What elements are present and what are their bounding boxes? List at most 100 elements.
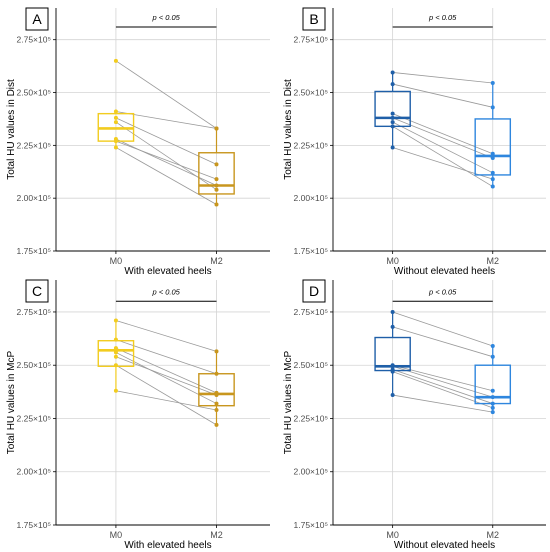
x-axis-title: With elevated heels bbox=[124, 540, 211, 551]
paired-line bbox=[392, 125, 493, 187]
x-tick-label: M0 bbox=[110, 256, 123, 266]
y-tick-label: 2.75×10⁵ bbox=[294, 307, 329, 317]
chart-panel-d: 1.75×10⁵ 2.00×10⁵ 2.25×10⁵ 2.50×10⁵ 2.75×10⁵… bbox=[283, 279, 546, 551]
data-point bbox=[490, 184, 495, 189]
data-point bbox=[214, 349, 219, 354]
panel-label-box bbox=[25, 279, 49, 303]
data-point bbox=[390, 393, 395, 398]
paired-line bbox=[115, 147, 217, 205]
data-point bbox=[390, 111, 395, 116]
data-point bbox=[490, 354, 495, 359]
data-point bbox=[113, 388, 118, 393]
y-tick-label: 2.50×10⁵ bbox=[17, 360, 52, 370]
data-point bbox=[113, 145, 118, 150]
panel-label-box bbox=[302, 279, 326, 303]
paired-line bbox=[115, 60, 217, 129]
y-tick-label: 1.75×10⁵ bbox=[17, 246, 52, 256]
x-tick-label: M0 bbox=[386, 530, 399, 540]
paired-line bbox=[392, 311, 493, 347]
data-point bbox=[214, 126, 219, 131]
y-axis-title: Total HU values in Dist bbox=[6, 79, 17, 180]
x-tick-label: M2 bbox=[210, 256, 223, 266]
data-point bbox=[214, 422, 219, 427]
paired-line bbox=[392, 365, 493, 398]
significance-label: p < 0.05 bbox=[152, 287, 181, 296]
paired-line bbox=[392, 117, 493, 159]
x-axis-title: With elevated heels bbox=[124, 266, 211, 277]
y-tick-label: 2.50×10⁵ bbox=[17, 88, 52, 98]
data-point bbox=[113, 115, 118, 120]
x-tick-label: M2 bbox=[486, 256, 499, 266]
data-point bbox=[214, 187, 219, 192]
x-tick-label: M2 bbox=[210, 530, 223, 540]
paired-line bbox=[392, 364, 493, 392]
paired-line bbox=[115, 339, 217, 375]
y-tick-label: 2.75×10⁵ bbox=[294, 35, 329, 45]
data-point bbox=[390, 324, 395, 329]
x-tick-label: M0 bbox=[110, 530, 123, 540]
chart-panel-b: 1.75×10⁵ 2.00×10⁵ 2.25×10⁵ 2.50×10⁵ 2.75×10⁵… bbox=[283, 7, 546, 277]
box-m2 bbox=[474, 118, 512, 176]
data-point bbox=[214, 183, 219, 188]
paired-line bbox=[392, 113, 493, 155]
data-point bbox=[490, 170, 495, 175]
paired-line bbox=[115, 320, 217, 352]
paired-line bbox=[115, 117, 217, 165]
data-point bbox=[390, 70, 395, 75]
panel-label: B bbox=[309, 11, 318, 27]
paired-line bbox=[115, 364, 217, 426]
data-point bbox=[490, 410, 495, 415]
data-point bbox=[390, 82, 395, 87]
paired-line bbox=[392, 371, 493, 409]
y-tick-label: 1.75×10⁵ bbox=[17, 520, 52, 530]
y-tick-label: 1.75×10⁵ bbox=[294, 520, 329, 530]
y-tick-label: 1.75×10⁵ bbox=[294, 246, 329, 256]
data-point bbox=[113, 318, 118, 323]
data-point bbox=[490, 151, 495, 156]
paired-line bbox=[392, 83, 493, 108]
box-m2 bbox=[198, 152, 235, 195]
data-point bbox=[113, 58, 118, 63]
y-axis-title: Total HU values in McP bbox=[283, 350, 294, 454]
chart-panel-c: 1.75×10⁵ 2.00×10⁵ 2.25×10⁵ 2.50×10⁵ 2.75×10⁵… bbox=[6, 279, 270, 551]
data-point bbox=[113, 109, 118, 114]
data-point bbox=[214, 162, 219, 167]
data-point bbox=[214, 371, 219, 376]
data-point bbox=[490, 156, 495, 161]
y-axis-title: Total HU values in McP bbox=[6, 350, 17, 454]
paired-line bbox=[392, 394, 493, 413]
paired-line bbox=[392, 326, 493, 358]
y-tick-label: 2.50×10⁵ bbox=[294, 88, 329, 98]
data-point bbox=[490, 177, 495, 182]
paired-line bbox=[115, 111, 217, 129]
data-point bbox=[214, 177, 219, 182]
paired-line bbox=[392, 72, 493, 84]
significance-label: p < 0.05 bbox=[152, 13, 181, 22]
y-tick-label: 2.75×10⁵ bbox=[17, 307, 52, 317]
paired-line bbox=[115, 390, 217, 411]
y-tick-label: 2.00×10⁵ bbox=[294, 467, 329, 477]
data-point bbox=[214, 202, 219, 207]
data-point bbox=[390, 145, 395, 150]
paired-line bbox=[392, 147, 493, 180]
y-tick-label: 2.25×10⁵ bbox=[17, 140, 52, 150]
data-point bbox=[390, 369, 395, 374]
data-point bbox=[490, 344, 495, 349]
x-axis-title: Without elevated heels bbox=[394, 540, 495, 551]
y-tick-label: 2.25×10⁵ bbox=[17, 413, 52, 423]
y-tick-label: 2.75×10⁵ bbox=[17, 35, 52, 45]
data-point bbox=[113, 350, 118, 355]
data-point bbox=[390, 364, 395, 369]
data-point bbox=[214, 407, 219, 412]
paired-line bbox=[115, 138, 217, 186]
data-point bbox=[113, 363, 118, 368]
data-point bbox=[490, 405, 495, 410]
significance-label: p < 0.05 bbox=[428, 287, 457, 296]
paired-line bbox=[115, 356, 217, 396]
y-tick-label: 2.50×10⁵ bbox=[294, 360, 329, 370]
data-point bbox=[113, 354, 118, 359]
data-point bbox=[390, 115, 395, 120]
data-point bbox=[214, 401, 219, 406]
data-point bbox=[490, 81, 495, 86]
